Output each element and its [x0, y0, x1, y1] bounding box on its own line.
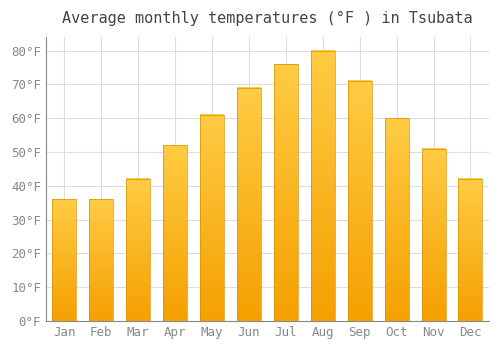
- Bar: [163, 145, 187, 321]
- Bar: [274, 64, 298, 321]
- Bar: [200, 115, 224, 321]
- Bar: [237, 88, 261, 321]
- Bar: [52, 199, 76, 321]
- Bar: [348, 81, 372, 321]
- Bar: [458, 179, 482, 321]
- Title: Average monthly temperatures (°F ) in Tsubata: Average monthly temperatures (°F ) in Ts…: [62, 11, 472, 26]
- Bar: [384, 118, 408, 321]
- Bar: [90, 199, 114, 321]
- Bar: [311, 50, 335, 321]
- Bar: [126, 179, 150, 321]
- Bar: [422, 149, 446, 321]
